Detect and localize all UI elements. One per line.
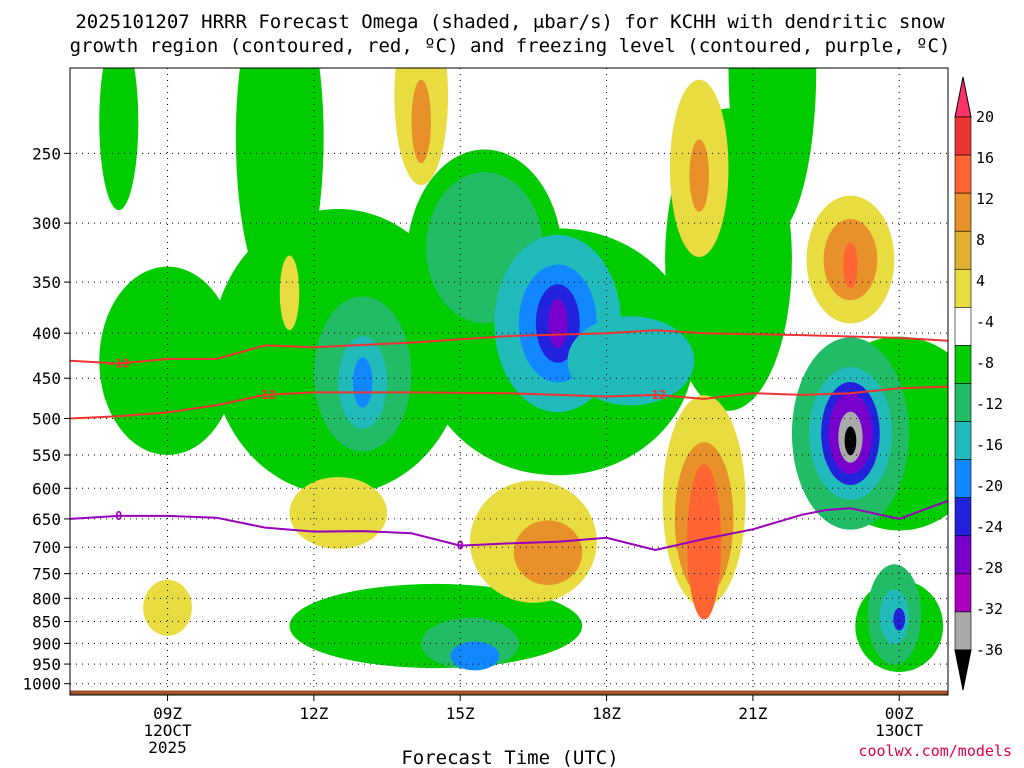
x-axis-label: Forecast Time (UTC)	[401, 747, 618, 768]
omega-region	[728, 68, 817, 236]
colorbar-bottom-arrow	[954, 649, 972, 691]
colorbar-label: -8	[976, 354, 994, 372]
temperature-contours: -18 -12 -12 0 0	[70, 329, 948, 553]
freezing-level-line	[70, 499, 948, 552]
y-tick-label: 950	[32, 655, 61, 674]
y-tick-label: 700	[32, 538, 61, 557]
colorbar-label: -12	[976, 395, 1003, 413]
colorbar-band	[954, 192, 972, 232]
colorbar-band	[954, 116, 972, 156]
omega-region	[99, 68, 139, 211]
y-tick-label: 1000	[22, 675, 61, 694]
x-tick-label: 18Z	[592, 704, 621, 723]
x-tick-label: 12OCT	[143, 721, 192, 740]
colorbar-band	[954, 459, 972, 499]
x-tick-label: 2025	[148, 738, 187, 757]
isotherm-minus18-line-label: -18	[108, 356, 130, 370]
y-tick-label: 250	[32, 144, 61, 163]
ground-surface	[70, 690, 948, 695]
y-axis: 250 300 350 400 450 500 550 600 650 700 750 800 850 9…	[22, 144, 70, 694]
y-tick-label: 400	[32, 324, 61, 343]
omega-contour-region	[450, 641, 500, 671]
y-tick-label: 550	[32, 446, 61, 465]
colorbar-band	[954, 383, 972, 422]
colorbar-band	[954, 573, 972, 613]
credit-text: coolwx.com/models	[858, 742, 1012, 760]
omega-contour-region	[843, 242, 858, 289]
y-tick-label: 800	[32, 589, 61, 608]
colorbar-label: -4	[976, 313, 994, 331]
colorbar-label: 16	[976, 149, 994, 167]
colorbar-label: 12	[976, 190, 994, 208]
omega-contour-region	[687, 463, 722, 620]
colorbar-band	[954, 154, 972, 194]
y-tick-label: 750	[32, 565, 61, 584]
colorbar-band	[954, 345, 972, 384]
y-tick-label: 350	[32, 273, 61, 292]
omega-contour-region	[411, 79, 431, 164]
omega-contour-region	[279, 255, 300, 331]
y-tick-label: 450	[32, 369, 61, 388]
y-tick-label: 650	[32, 510, 61, 529]
chart-title-line-1: 2025101207 HRRR Forecast Omega (shaded, …	[75, 11, 945, 33]
colorbar-label: 8	[976, 231, 985, 249]
pressure-gridlines	[70, 68, 948, 695]
omega-contour-region	[893, 607, 906, 631]
colorbar-band	[954, 535, 972, 575]
x-tick-label: 09Z	[153, 704, 182, 723]
freezing-level-line-label: 0	[457, 539, 464, 553]
colorbar-band	[954, 230, 972, 270]
omega-contour-region	[567, 316, 695, 406]
omega-contour-region	[143, 579, 192, 636]
colorbar-label: -36	[976, 641, 1003, 659]
colorbar-top-arrow	[954, 76, 972, 118]
colorbar-label: 20	[976, 108, 994, 126]
chart-title-line-2: growth region (contoured, red, ºC) and f…	[70, 35, 951, 57]
omega-shading	[99, 68, 948, 673]
x-tick-label: 13OCT	[875, 721, 924, 740]
isotherm-minus18-line	[70, 329, 948, 365]
colorbar-label: -28	[976, 559, 1003, 577]
omega-contour-region	[689, 139, 709, 212]
x-tick-label: 00Z	[885, 704, 914, 723]
colorbar-band	[954, 611, 972, 651]
colorbar-label: -24	[976, 518, 1003, 536]
omega-contour-region	[513, 520, 583, 586]
x-tick-label: 12Z	[299, 704, 328, 723]
y-tick-label: 300	[32, 214, 61, 233]
omega-contour-region	[548, 298, 568, 349]
colorbar: 20 16 12 8 4 -4 -8 -12 -16 -20 -24 -28 -32 -36	[954, 76, 1003, 691]
omega-contour-region	[844, 426, 857, 456]
y-tick-label: 600	[32, 479, 61, 498]
freezing-level-line-label: 0	[115, 509, 122, 523]
y-tick-label: 900	[32, 634, 61, 653]
x-tick-label: 15Z	[446, 704, 475, 723]
colorbar-label: 4	[976, 272, 985, 290]
colorbar-band	[954, 268, 972, 308]
isotherm-minus12-line	[70, 385, 948, 420]
colorbar-band	[954, 307, 972, 346]
omega-contour-region	[352, 357, 373, 408]
isotherm-minus12-line-label: -12	[644, 388, 666, 402]
y-tick-label: 850	[32, 613, 61, 632]
x-tick-label: 21Z	[738, 704, 767, 723]
isotherm-minus12-line-label: -12	[254, 388, 276, 402]
omega-region	[235, 68, 324, 304]
plot-frame	[69, 67, 949, 696]
colorbar-label: -32	[976, 600, 1003, 618]
colorbar-band	[954, 497, 972, 537]
colorbar-label: -16	[976, 436, 1003, 454]
colorbar-band	[954, 421, 972, 460]
y-tick-label: 500	[32, 410, 61, 429]
colorbar-label: -20	[976, 477, 1003, 495]
